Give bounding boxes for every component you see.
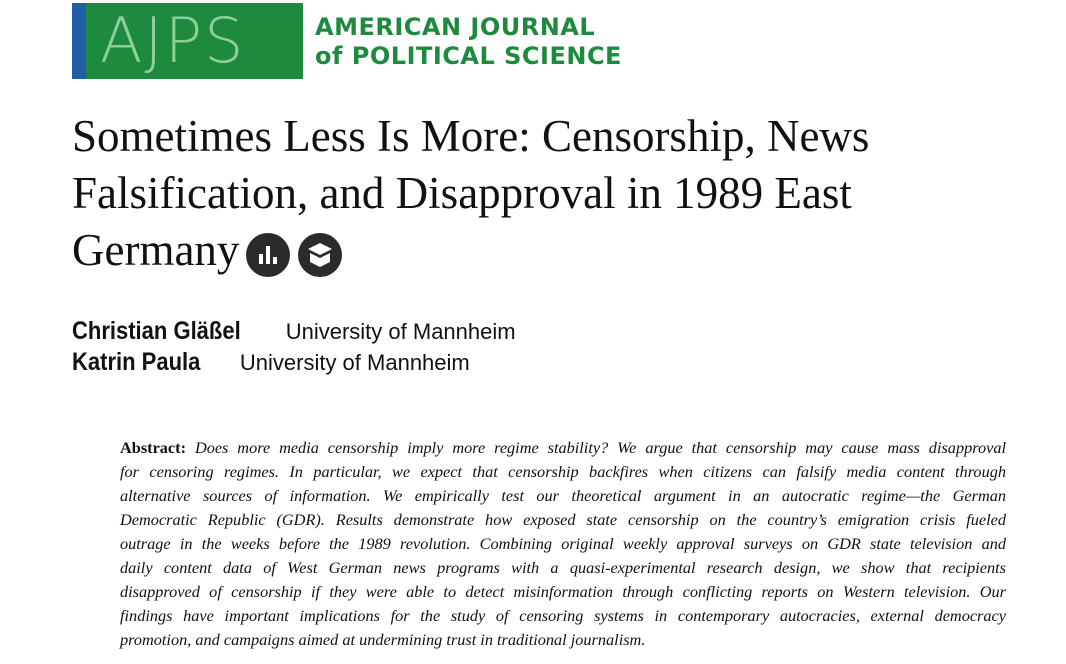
abstract-line-row: for censoring regimes. In particular, we…: [120, 460, 1006, 484]
abstract-line-row: outrage in the weeks before the 1989 rev…: [120, 532, 1006, 556]
abstract-line: disapproved of censorship if they were a…: [120, 582, 1006, 601]
abstract: Abstract: Does more media censorship imp…: [120, 436, 1006, 652]
abstract-line-row: Abstract: Does more media censorship imp…: [120, 436, 1006, 460]
title-line: Falsification, and Disapproval in 1989 E…: [72, 168, 852, 218]
title-line: Germany: [72, 225, 240, 275]
abstract-line-row: alternative sources of information. We e…: [120, 484, 1006, 508]
logo-text: AJPS: [100, 4, 246, 77]
abstract-line: alternative sources of information. We e…: [120, 486, 1006, 505]
abstract-line: Democratic Republic (GDR). Results demon…: [120, 510, 1006, 529]
open-data-icon: [246, 232, 291, 277]
author: Christian Gläßel University of Mannheim: [72, 316, 516, 347]
abstract-line-row: Democratic Republic (GDR). Results demon…: [120, 508, 1006, 532]
journal-line: AMERICAN JOURNAL: [315, 13, 596, 41]
title: Sometimes Less Is More: Censorship, News…: [72, 108, 869, 279]
abstract-line: daily content data of West German news p…: [120, 558, 1006, 577]
abstract-label: Abstract:: [120, 438, 187, 457]
title-line-last: Germany: [72, 222, 869, 279]
author-affiliation: University of Mannheim: [239, 350, 470, 375]
journal-name: AMERICAN JOURNAL of POLITICAL SCIENCE: [315, 13, 622, 71]
abstract-line-row: promotion, and campaigns aimed at underm…: [120, 628, 1006, 652]
abstract-line-row: disapproved of censorship if they were a…: [120, 580, 1006, 604]
abstract-line: for censoring regimes. In particular, we…: [120, 462, 1006, 481]
journal-line: of POLITICAL SCIENCE: [315, 42, 622, 70]
abstract-line: promotion, and campaigns aimed at underm…: [120, 630, 646, 649]
author: Katrin Paula University of Mannheim: [72, 347, 516, 378]
author-name: Katrin Paula: [72, 348, 201, 376]
authors: Christian Gläßel University of Mannheim K…: [72, 316, 516, 378]
author-affiliation: University of Mannheim: [285, 319, 516, 344]
author-name: Christian Gläßel: [72, 317, 241, 345]
logo: AJPS: [72, 3, 303, 79]
title-line: Sometimes Less Is More: Censorship, News: [72, 111, 870, 161]
open-materials-icon: [298, 232, 343, 277]
abstract-line: Does more media censorship imply more re…: [194, 438, 1006, 457]
abstract-line: findings have important implications for…: [120, 606, 1006, 625]
abstract-line: outrage in the weeks before the 1989 rev…: [120, 534, 1006, 553]
abstract-line-row: findings have important implications for…: [120, 604, 1006, 628]
abstract-line-row: daily content data of West German news p…: [120, 556, 1006, 580]
